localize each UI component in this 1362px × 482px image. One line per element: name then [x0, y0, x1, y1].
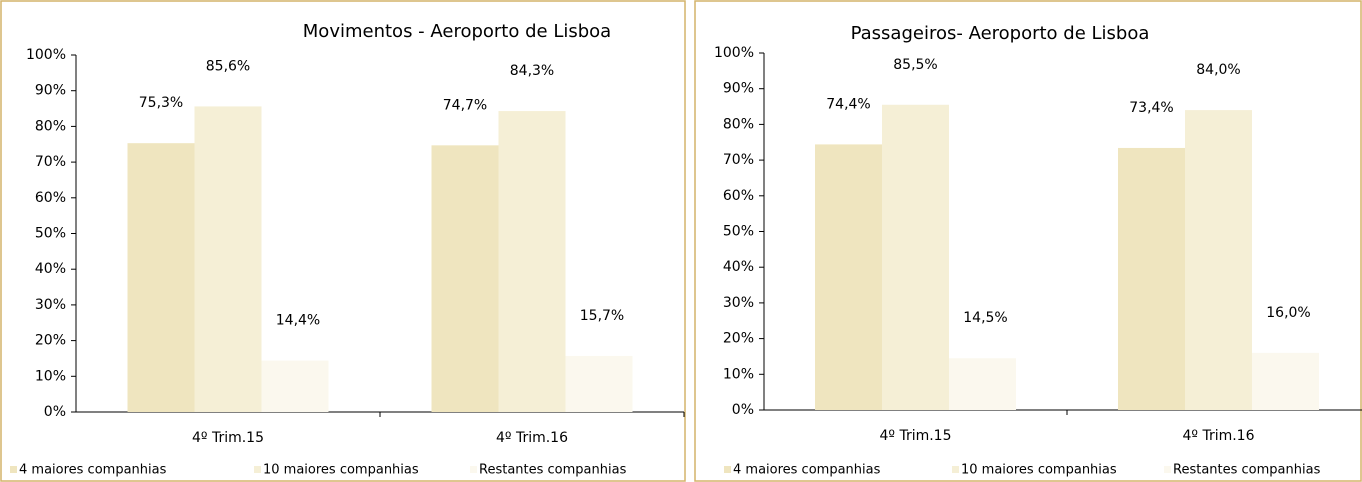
y-tick-label: 80% — [35, 118, 66, 134]
data-label: 16,0% — [1266, 305, 1310, 321]
y-tick-label: 0% — [732, 402, 754, 418]
x-tick-label: 4º Trim.15 — [880, 428, 952, 444]
y-tick-label: 50% — [723, 224, 754, 240]
bar — [1185, 110, 1252, 411]
bar — [882, 104, 949, 410]
y-tick-label: 90% — [35, 83, 66, 99]
y-tick-label: 30% — [35, 297, 66, 313]
bar — [949, 358, 1016, 410]
y-tick-label: 50% — [35, 226, 66, 242]
legend-label: 4 maiores companhias — [19, 463, 167, 478]
data-label: 84,0% — [1196, 62, 1240, 78]
bar — [815, 144, 882, 410]
bar — [127, 143, 195, 412]
bar — [261, 360, 329, 412]
data-label: 14,4% — [276, 313, 320, 329]
data-label: 84,3% — [510, 63, 554, 79]
chart-border — [0, 0, 686, 482]
data-label: 75,3% — [139, 95, 183, 111]
chart-title: Movimentos - Aeroporto de Lisboa — [303, 21, 611, 42]
y-tick-label: 40% — [35, 261, 66, 277]
chart: Passageiros- Aeroporto de Lisboa 0% 10% 20%… — [694, 0, 1362, 482]
chart-border — [694, 0, 1362, 482]
bar — [1252, 352, 1319, 410]
legend-swatch — [952, 466, 959, 473]
bar — [565, 355, 633, 412]
legend-swatch — [724, 466, 731, 473]
data-label: 85,6% — [206, 58, 250, 74]
y-tick-label: 60% — [35, 190, 66, 206]
bar — [194, 106, 262, 413]
legend-label: 10 maiores companhias — [263, 463, 419, 478]
legend-swatch — [254, 466, 261, 473]
y-tick-label: 70% — [723, 152, 754, 168]
y-tick-label: 20% — [35, 333, 66, 349]
legend-swatch — [1164, 466, 1171, 473]
y-tick-label: 100% — [26, 47, 66, 63]
x-tick-label: 4º Trim.16 — [1183, 428, 1255, 444]
y-tick-label: 20% — [723, 331, 754, 347]
data-label: 74,4% — [826, 96, 870, 112]
bar — [431, 145, 499, 413]
legend-label: 4 maiores companhias — [733, 463, 881, 478]
data-label: 85,5% — [893, 57, 937, 73]
bar — [498, 111, 566, 412]
y-tick-label: 60% — [723, 188, 754, 204]
y-tick-label: 70% — [35, 154, 66, 170]
legend-swatch — [10, 466, 17, 473]
bar — [1118, 147, 1185, 410]
y-tick-label: 0% — [44, 404, 66, 420]
data-label: 74,7% — [443, 97, 487, 113]
y-tick-label: 80% — [723, 116, 754, 132]
data-label: 73,4% — [1129, 100, 1173, 116]
y-tick-label: 40% — [723, 259, 754, 275]
legend-label: Restantes companhias — [1173, 463, 1321, 478]
data-label: 14,5% — [963, 310, 1007, 326]
y-tick-label: 10% — [723, 366, 754, 382]
y-tick-label: 90% — [723, 81, 754, 97]
y-tick-label: 10% — [35, 368, 66, 384]
y-tick-label: 100% — [714, 45, 754, 61]
data-label: 15,7% — [580, 308, 624, 324]
x-tick-label: 4º Trim.15 — [192, 430, 264, 446]
x-tick-label: 4º Trim.16 — [496, 430, 568, 446]
legend-label: Restantes companhias — [479, 463, 627, 478]
legend-swatch — [470, 466, 477, 473]
chart: Movimentos - Aeroporto de Lisboa 0% 10% 20%… — [0, 0, 686, 482]
chart-title: Passageiros- Aeroporto de Lisboa — [851, 23, 1150, 44]
legend-label: 10 maiores companhias — [961, 463, 1117, 478]
y-tick-label: 30% — [723, 295, 754, 311]
